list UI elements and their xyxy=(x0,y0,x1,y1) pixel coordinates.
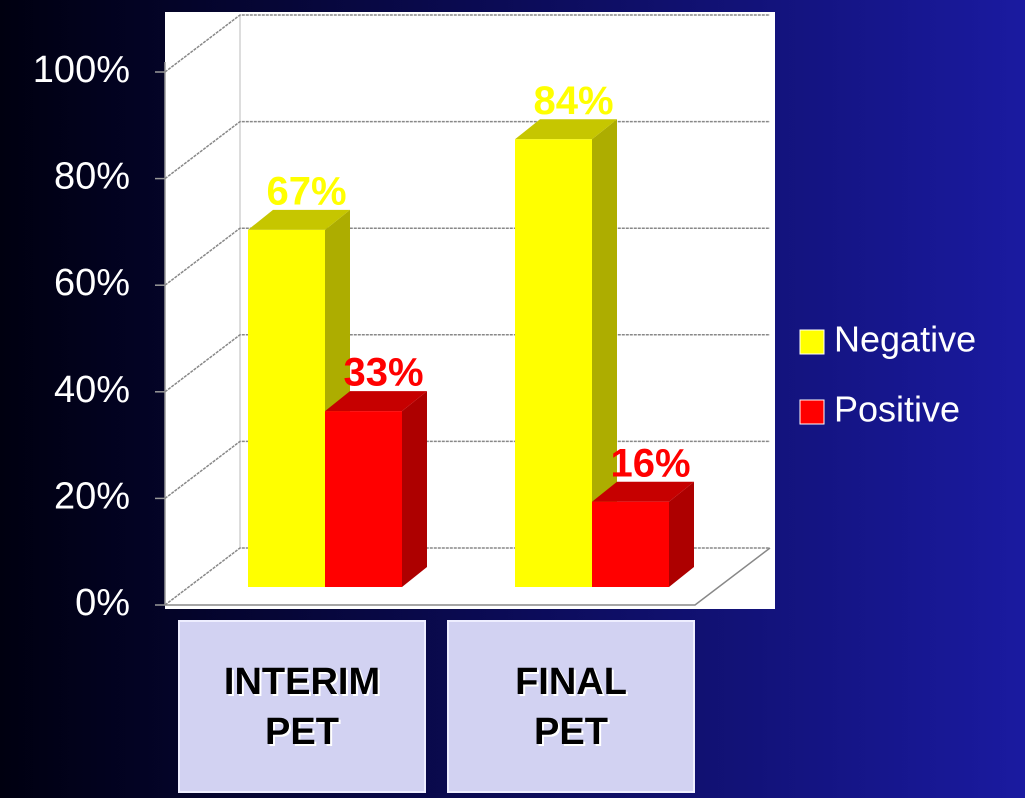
bar-top xyxy=(592,481,694,502)
grid-line xyxy=(164,120,770,180)
value-label: 84% xyxy=(533,79,613,123)
legend-label: Positive xyxy=(834,389,960,430)
y-tick-label: 80% xyxy=(54,156,130,198)
x-tick-label: FINAL PET xyxy=(515,660,627,753)
bar xyxy=(248,229,325,587)
category-box: INTERIM PET xyxy=(178,620,426,793)
y-tick-label: 0% xyxy=(75,582,130,624)
value-label: 33% xyxy=(343,351,423,395)
y-tick-label: 100% xyxy=(33,49,130,91)
bar xyxy=(325,411,402,587)
grid-line xyxy=(164,440,770,499)
x-tick-label: INTERIM PET xyxy=(223,660,381,753)
bar xyxy=(515,139,592,587)
y-tick-label: 40% xyxy=(54,369,130,411)
legend-swatch xyxy=(799,329,825,355)
bar-top xyxy=(515,119,617,140)
bar-top xyxy=(248,209,350,230)
y-tick-label: 60% xyxy=(54,262,130,304)
legend-swatch xyxy=(799,399,825,425)
bar-side xyxy=(592,119,617,587)
grid-line xyxy=(164,334,770,393)
value-label: 16% xyxy=(610,441,690,485)
bar xyxy=(592,501,669,587)
y-tick-label: 20% xyxy=(54,475,130,517)
bar-side xyxy=(669,481,694,587)
grid-line xyxy=(164,547,770,606)
category-box: FINAL PET xyxy=(447,620,695,793)
value-label: 67% xyxy=(266,169,346,213)
bar-top xyxy=(325,391,427,412)
grid-line xyxy=(164,14,770,73)
floor-edge xyxy=(165,547,771,606)
bar-side xyxy=(402,391,427,587)
grid-line xyxy=(164,227,770,286)
legend-label: Negative xyxy=(834,319,976,360)
